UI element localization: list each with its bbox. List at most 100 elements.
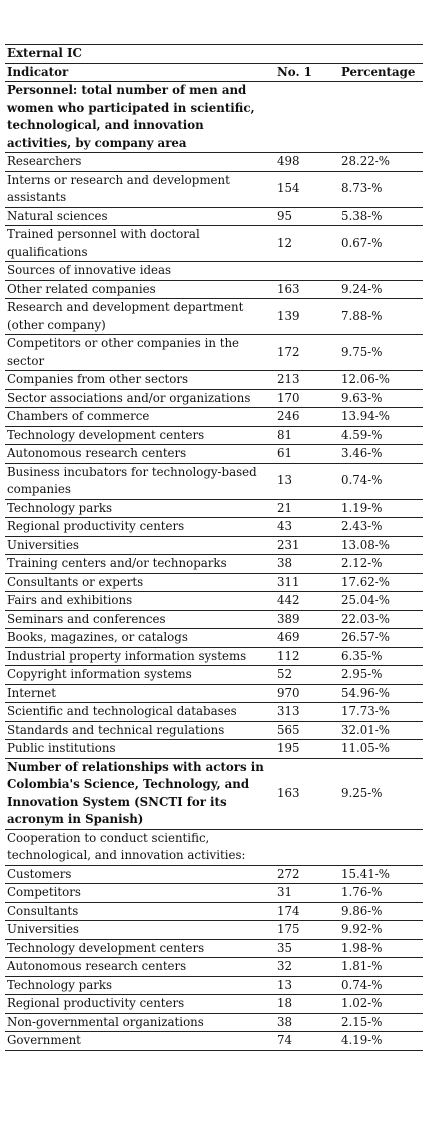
indicator-cell: Technology development centers	[5, 939, 271, 958]
table-row: Competitors 31 1.76-%	[5, 883, 424, 903]
indicator-cell: Researchers	[5, 152, 271, 172]
count-cell: 195	[271, 739, 333, 759]
table-row: Public institutions 195 11.05-%	[5, 739, 424, 759]
percentage-cell: 26.57-%	[333, 628, 424, 648]
indicator-cell: Other related companies	[5, 280, 271, 299]
indicator-cell: Seminars and conferences	[5, 610, 271, 629]
count-cell: 469	[271, 628, 333, 648]
table-row: Companies from other sectors 213 12.06-%	[5, 370, 424, 390]
table-body: External IC Indicator No. 1 Percentage P…	[5, 44, 424, 1051]
indicator-cell: Non-governmental organizations	[5, 1013, 271, 1032]
count-cell	[271, 81, 333, 153]
indicator-cell: Autonomous research centers	[5, 957, 271, 977]
count-cell: 18	[271, 994, 333, 1014]
table-row: Consultants 174 9.86-%	[5, 902, 424, 921]
indicator-cell: Competitors or other companies in the se…	[5, 334, 271, 371]
percentage-cell: 7.88-%	[333, 298, 424, 335]
table-row: Copyright information systems 52 2.95-%	[5, 665, 424, 685]
count-cell	[271, 829, 333, 866]
percentage-cell: 25.04-%	[333, 591, 424, 611]
count-cell: 313	[271, 702, 333, 722]
percentage-cell: 9.63-%	[333, 389, 424, 408]
table-row: Researchers 498 28.22-%	[5, 152, 424, 172]
count-cell: 43	[271, 517, 333, 537]
table-row: Regional productivity centers 43 2.43-%	[5, 517, 424, 537]
percentage-cell: 0.74-%	[333, 976, 424, 995]
indicator-cell: Interns or research and development assi…	[5, 171, 271, 208]
table-row: Sector associations and/or organizations…	[5, 389, 424, 408]
count-cell: 154	[271, 171, 333, 208]
percentage-cell: 13.08-%	[333, 536, 424, 555]
indicator-cell: Natural sciences	[5, 207, 271, 226]
percentage-cell	[333, 261, 424, 281]
caption-row: External IC	[5, 44, 424, 64]
table-row: Industrial property information systems 1…	[5, 647, 424, 666]
percentage-cell: 1.98-%	[333, 939, 424, 958]
table-row: Customers 272 15.41-%	[5, 865, 424, 884]
percentage-cell: 1.81-%	[333, 957, 424, 977]
indicator-cell: Trained personnel with doctoral qualific…	[5, 225, 271, 262]
table-row: Chambers of commerce 246 13.94-%	[5, 407, 424, 427]
indicator-cell: Consultants or experts	[5, 573, 271, 592]
indicator-cell: Technology development centers	[5, 426, 271, 445]
indicator-cell: Regional productivity centers	[5, 517, 271, 537]
table-row: Technology development centers 35 1.98-%	[5, 939, 424, 958]
table-row: Other related companies 163 9.24-%	[5, 280, 424, 299]
table-row: Training centers and/or technoparks 38 2.1…	[5, 554, 424, 574]
table-row: Technology parks 13 0.74-%	[5, 976, 424, 995]
percentage-cell: 32.01-%	[333, 721, 424, 740]
percentage-cell: 54.96-%	[333, 684, 424, 703]
percentage-cell: 22.03-%	[333, 610, 424, 629]
indicator-cell: Technology parks	[5, 499, 271, 518]
indicator-cell: Public institutions	[5, 739, 271, 759]
indicator-cell: Scientific and technological databases	[5, 702, 271, 722]
indicator-cell: Training centers and/or technoparks	[5, 554, 271, 574]
count-cell: 13	[271, 976, 333, 995]
percentage-cell: 2.15-%	[333, 1013, 424, 1032]
percentage-cell: 17.62-%	[333, 573, 424, 592]
indicator-cell: Business incubators for technology-based…	[5, 463, 271, 500]
count-cell: 74	[271, 1031, 333, 1051]
count-cell: 175	[271, 920, 333, 940]
table-row: Seminars and conferences 389 22.03-%	[5, 610, 424, 629]
indicator-cell: Companies from other sectors	[5, 370, 271, 390]
count-cell: 213	[271, 370, 333, 390]
percentage-cell: 9.75-%	[333, 334, 424, 371]
header-cell: Percentage	[333, 63, 424, 82]
indicator-cell: Industrial property information systems	[5, 647, 271, 666]
count-cell: 12	[271, 225, 333, 262]
indicator-cell: Books, magazines, or catalogs	[5, 628, 271, 648]
table-row: Universities 231 13.08-%	[5, 536, 424, 555]
percentage-cell: 0.67-%	[333, 225, 424, 262]
count-cell: 139	[271, 298, 333, 335]
count-cell: 163	[271, 758, 333, 830]
indicator-cell: Autonomous research centers	[5, 444, 271, 464]
table-row: Interns or research and development assi…	[5, 171, 424, 208]
count-cell: 970	[271, 684, 333, 703]
count-cell: 112	[271, 647, 333, 666]
percentage-cell: 9.25-%	[333, 758, 424, 830]
header-cell: No. 1	[271, 63, 333, 82]
table-row: Technology parks 21 1.19-%	[5, 499, 424, 518]
count-cell: 389	[271, 610, 333, 629]
document: External IC Indicator No. 1 Percentage P…	[5, 44, 424, 1051]
indicator-cell: Standards and technical regulations	[5, 721, 271, 740]
table-caption: External IC	[5, 44, 424, 64]
table-row: Consultants or experts 311 17.62-%	[5, 573, 424, 592]
table-row: Non-governmental organizations 38 2.15-%	[5, 1013, 424, 1032]
percentage-cell: 2.43-%	[333, 517, 424, 537]
table-row: Internet 970 54.96-%	[5, 684, 424, 703]
count-cell: 498	[271, 152, 333, 172]
count-cell: 13	[271, 463, 333, 500]
indicator-cell: Competitors	[5, 883, 271, 903]
percentage-cell: 13.94-%	[333, 407, 424, 427]
percentage-cell	[333, 829, 424, 866]
count-cell: 95	[271, 207, 333, 226]
indicator-cell: Regional productivity centers	[5, 994, 271, 1014]
table-row: Standards and technical regulations 565 32…	[5, 721, 424, 740]
indicator-cell: Universities	[5, 920, 271, 940]
percentage-cell: 5.38-%	[333, 207, 424, 226]
indicator-cell: Fairs and exhibitions	[5, 591, 271, 611]
table-row: Business incubators for technology-based…	[5, 463, 424, 500]
